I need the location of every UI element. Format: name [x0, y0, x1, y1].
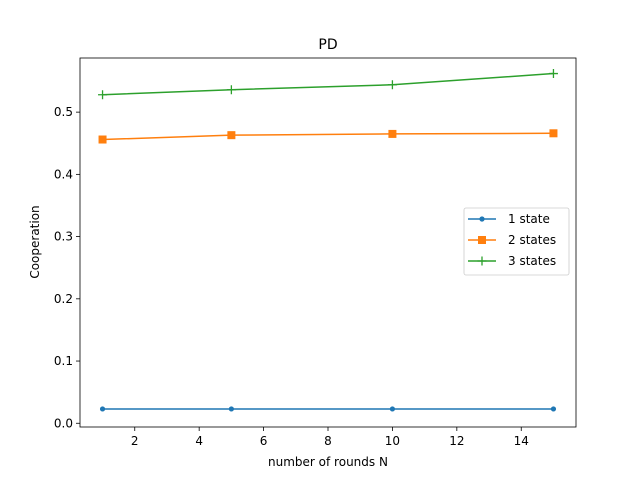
legend-label: 1 state: [508, 212, 550, 226]
y-tick-label: 0.5: [54, 105, 73, 119]
data-point: [549, 129, 558, 138]
y-tick-label: 0.3: [54, 230, 73, 244]
y-axis-label: Cooperation: [28, 205, 42, 278]
x-tick-label: 14: [514, 434, 529, 448]
series-line: [102, 132, 554, 141]
legend-marker: [477, 256, 487, 266]
data-point: [389, 406, 396, 412]
y-tick-label: 0.2: [54, 292, 73, 306]
legend-entry: 3 states: [468, 254, 556, 268]
y-tick-label: 0.1: [54, 354, 73, 368]
x-tick-label: 8: [324, 434, 332, 448]
data-point: [388, 129, 397, 138]
x-tick-label: 6: [260, 434, 268, 448]
data-point: [387, 80, 397, 90]
data-point: [228, 406, 234, 412]
x-tick-label: 2: [131, 434, 139, 448]
y-tick-label: 0.4: [54, 167, 73, 181]
data-point: [98, 90, 108, 100]
x-axis: 2 4 6 8 10 12 14: [131, 427, 529, 448]
y-axis: 0.0 0.1 0.2 0.3 0.4 0.5: [54, 105, 80, 430]
data-point: [550, 406, 557, 412]
legend-marker: [479, 216, 485, 222]
data-point: [227, 131, 236, 140]
data-point: [548, 69, 558, 79]
series-line: [102, 72, 554, 96]
x-tick-label: 12: [449, 434, 464, 448]
x-tick-label: 10: [385, 434, 400, 448]
y-tick-label: 0.0: [54, 416, 73, 430]
chart-title: PD: [318, 37, 337, 53]
x-axis-label: number of rounds N: [268, 455, 388, 469]
series-2: [98, 129, 558, 144]
data-point: [99, 406, 106, 412]
series-1: [99, 406, 557, 412]
legend: 1 state 2 states 3 states: [463, 207, 570, 276]
legend-frame: [463, 207, 570, 276]
legend-marker: [478, 236, 486, 244]
data-point: [98, 135, 107, 144]
legend-entry: 1 state: [468, 212, 550, 226]
series-3: [98, 69, 558, 100]
data-point: [226, 85, 236, 95]
series-layer: [98, 69, 558, 412]
legend-label: 3 states: [508, 254, 556, 268]
legend-entry: 2 states: [468, 233, 556, 247]
x-tick-label: 4: [195, 434, 203, 448]
legend-label: 2 states: [508, 233, 556, 247]
